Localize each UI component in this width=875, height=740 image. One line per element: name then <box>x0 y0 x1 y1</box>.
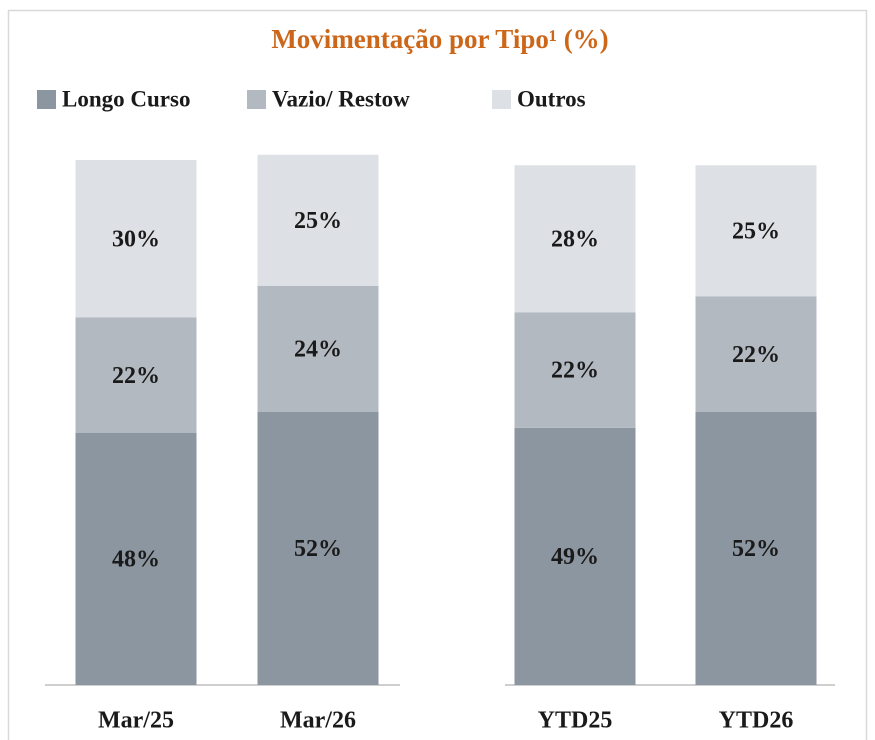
bar-segment <box>75 317 197 433</box>
data-label: 22% <box>551 358 599 384</box>
legend-label: Vazio/ Restow <box>272 86 410 111</box>
data-label: 22% <box>732 342 780 368</box>
bar-segment <box>257 154 379 286</box>
bar-segment <box>514 312 636 428</box>
bar-segment <box>75 433 197 685</box>
bar-segment <box>257 286 379 412</box>
data-label: 25% <box>294 208 342 234</box>
data-label: 28% <box>551 226 599 252</box>
bar-segment <box>257 412 379 685</box>
data-label: 49% <box>551 544 599 570</box>
bar-segment <box>695 165 817 297</box>
bar-segment <box>514 165 636 313</box>
chart-border <box>7 9 868 740</box>
x-tick-label: YTD25 <box>538 708 613 734</box>
bar-segment <box>514 427 636 685</box>
bar-segment <box>695 412 817 685</box>
data-label: 48% <box>112 547 160 573</box>
legend-swatch <box>492 90 511 109</box>
x-tick-label: Mar/25 <box>98 708 174 734</box>
data-label: 24% <box>294 337 342 363</box>
x-tick-label: YTD26 <box>719 708 794 734</box>
data-label: 52% <box>294 536 342 562</box>
bar-segment <box>695 296 817 412</box>
data-label: 30% <box>112 226 160 252</box>
legend-label: Outros <box>517 86 586 111</box>
legend-swatch <box>247 90 266 109</box>
data-label: 22% <box>112 363 160 389</box>
chart-title: Movimentação por Tipo¹ (%) <box>271 24 608 54</box>
x-tick-label: Mar/26 <box>280 708 356 734</box>
data-label: 25% <box>732 218 780 244</box>
bar-segment <box>75 160 197 318</box>
legend-label: Longo Curso <box>62 86 190 111</box>
legend-swatch <box>37 90 56 109</box>
data-label: 52% <box>732 536 780 562</box>
